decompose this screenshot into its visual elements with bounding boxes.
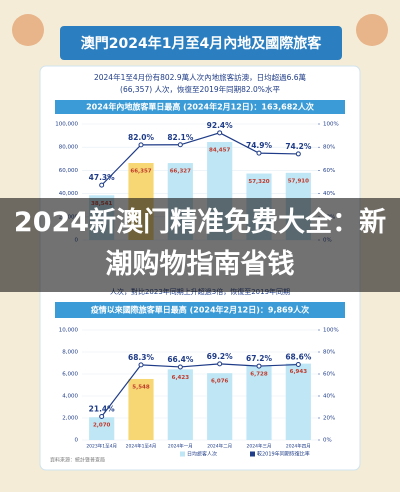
bar <box>167 369 193 440</box>
bar-value-label: 6,728 <box>250 371 268 377</box>
bar-value-label: 6,943 <box>290 369 308 375</box>
line-point <box>177 142 183 148</box>
y2-tick-label: 60% <box>323 168 335 174</box>
bar <box>285 363 311 440</box>
bar-value-label: 57,910 <box>288 178 309 184</box>
banner-title: 澳門2024年1月至4月內地及國際旅客 <box>81 35 322 52</box>
y2-tick-label: 0% <box>323 438 332 444</box>
bar-value-label: 66,327 <box>170 169 191 175</box>
y2-tick-label: 80% <box>323 350 335 356</box>
chart-title: 疫情以來國際旅客單日最高 (2024年2月12日)：9,869人次 <box>91 305 309 315</box>
y-tick-label: 8,000 <box>62 350 78 356</box>
bar <box>207 373 233 440</box>
y-tick-label: 10,000 <box>59 328 79 334</box>
summary: (66,357) 人次，恢復至2019年同期82.0%水平 <box>120 84 280 94</box>
line-value-label: 74.9% <box>246 141 273 150</box>
y-tick-label: 80,000 <box>59 145 79 151</box>
line-value-label: 74.2% <box>285 142 312 151</box>
x-tick-label: 2023年1至4月 <box>86 443 117 450</box>
legend-label: 日均旅客人次 <box>187 451 217 458</box>
chart-title-bar <box>55 302 345 318</box>
line-point <box>138 142 144 148</box>
y-tick-label: 60,000 <box>59 168 79 174</box>
line-value-label: 47.3% <box>89 173 116 182</box>
line <box>101 363 299 417</box>
bar-value-label: 6,076 <box>211 379 229 385</box>
x-tick-label: 2024年三月 <box>247 443 272 450</box>
x-tick-label: 2024年1至4月 <box>126 443 157 450</box>
x-tick-label: 2024年一月 <box>168 443 193 450</box>
line-point <box>256 150 262 156</box>
line-value-label: 66.4% <box>167 355 194 364</box>
y-tick-label: 0 <box>75 438 79 444</box>
overlay-title: 2024新澳门精准免费大全：新潮购物指南省钱 <box>13 207 387 280</box>
y2-tick-label: 80% <box>323 145 335 151</box>
line-point <box>295 151 301 157</box>
y2-tick-label: 100% <box>323 328 339 334</box>
bar-value-label: 2,070 <box>93 423 111 429</box>
line-value-label: 92.4% <box>207 121 234 130</box>
bar <box>128 378 154 440</box>
overlay-band <box>0 198 400 292</box>
bar <box>246 365 272 440</box>
line-point <box>217 130 223 136</box>
y-tick-label: 2,000 <box>62 416 78 422</box>
y2-tick-label: 20% <box>323 416 335 422</box>
bar-value-label: 57,320 <box>248 179 269 185</box>
bar-value-label: 5,548 <box>132 384 150 390</box>
summary: 2024年1至4月份有802.9萬人次內地旅客訪澳，日均超過6.6萬 <box>94 72 306 82</box>
line-point <box>177 364 183 370</box>
line-point <box>99 413 105 419</box>
line-value-label: 82.0% <box>128 133 155 142</box>
y2-tick-label: 40% <box>323 394 335 400</box>
source: 資料來源：統計暨普查局 <box>50 457 105 464</box>
y-tick-label: 6,000 <box>62 372 78 378</box>
line <box>101 132 299 186</box>
chart-title: 2024年內地旅客單日最高 (2024年2月12日)：163,682人次 <box>86 102 314 112</box>
figure-right <box>356 14 388 46</box>
line-value-label: 68.3% <box>128 353 155 362</box>
line-point <box>295 362 301 368</box>
line-value-label: 21.4% <box>89 404 116 413</box>
line-point <box>138 362 144 368</box>
bar-value-label: 66,357 <box>130 169 151 175</box>
overlay-box: 2024新澳门精准免费大全：新潮购物指南省钱 <box>13 207 387 280</box>
banner <box>60 26 342 60</box>
y-tick-label: 4,000 <box>62 394 78 400</box>
y-tick-label: 40,000 <box>59 191 79 197</box>
figure-left <box>12 14 44 46</box>
line-value-label: 67.2% <box>246 354 273 363</box>
legend-swatch <box>180 451 185 457</box>
bar-value-label: 6,423 <box>172 375 190 381</box>
bar <box>89 417 115 440</box>
y2-tick-label: 40% <box>323 191 335 197</box>
y-tick-label: 100,000 <box>55 122 78 128</box>
line-value-label: 69.2% <box>207 352 234 361</box>
x-tick-label: 2024年四月 <box>286 443 311 450</box>
line-value-label: 68.6% <box>285 353 312 362</box>
legend-label: 較2019年同期恢復比率 <box>257 451 310 458</box>
line-value-label: 82.1% <box>167 133 194 142</box>
line-point <box>256 363 262 369</box>
chart-title-bar <box>55 100 345 114</box>
legend-swatch <box>250 451 255 457</box>
x-tick-label: 2024年二月 <box>207 443 232 450</box>
y2-tick-label: 60% <box>323 372 335 378</box>
y2-tick-label: 100% <box>323 122 339 128</box>
bar-value-label: 84,457 <box>209 148 230 154</box>
line-point <box>99 182 105 188</box>
line-point <box>217 361 223 367</box>
